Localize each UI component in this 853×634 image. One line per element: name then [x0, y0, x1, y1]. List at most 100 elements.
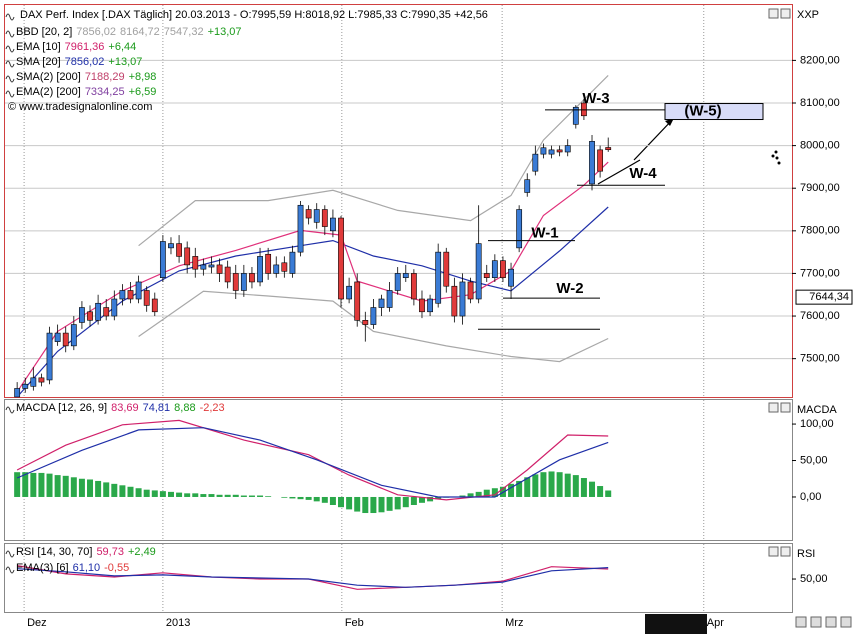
axis-name: MACDA: [797, 404, 837, 416]
candle-body: [273, 264, 280, 274]
legend-entry: EMA(3) [6] 61,10 -0,55: [16, 562, 129, 574]
histogram-bar: [305, 496, 312, 500]
legend-name: SMA(2) [200]: [16, 71, 81, 83]
scroll-box[interactable]: [645, 614, 707, 634]
candle-body: [564, 145, 571, 153]
histogram-bar: [572, 475, 579, 497]
candle-body: [435, 251, 442, 304]
arrow-line: [597, 159, 641, 185]
candle-body: [281, 262, 288, 272]
toolbar-button[interactable]: [825, 616, 837, 628]
candle-body: [410, 273, 417, 300]
histogram-bar: [338, 496, 345, 508]
candle-body: [216, 264, 223, 274]
histogram-bar: [556, 472, 563, 497]
histogram-bar: [46, 473, 53, 497]
candle-body: [443, 251, 450, 287]
legend-value: -0,55: [104, 562, 129, 574]
candle-body: [556, 149, 563, 153]
histogram-bar: [597, 486, 604, 497]
indicator-line: [138, 290, 609, 363]
toolbar-button[interactable]: [840, 616, 852, 628]
histogram-bar: [232, 494, 239, 497]
candle-body: [540, 147, 547, 155]
histogram-bar: [475, 491, 482, 497]
dot: [775, 156, 779, 160]
histogram-bar: [516, 480, 523, 497]
y-tick-label: 50,00: [800, 573, 828, 585]
candle-body: [419, 298, 425, 313]
histogram-bar: [289, 496, 296, 499]
toolbar-button[interactable]: [810, 616, 822, 628]
y-tick-label: 8000,00: [800, 140, 840, 152]
panel-button[interactable]: [780, 546, 791, 557]
candle-body: [168, 243, 174, 249]
histogram-bar: [103, 482, 110, 497]
y-tick-label: 7800,00: [800, 225, 840, 237]
y-tick-label: 7500,00: [800, 353, 840, 365]
legend-value: +13,07: [208, 26, 242, 38]
histogram-bar: [378, 496, 385, 513]
candle-body: [491, 260, 498, 278]
y-tick-label: 7900,00: [800, 182, 840, 194]
histogram-bar: [394, 496, 401, 510]
legend-name: SMA [20]: [16, 56, 61, 68]
y-tick-label: 100,00: [800, 418, 834, 430]
dot: [777, 161, 781, 165]
y-tick-label: 8100,00: [800, 97, 840, 109]
legend-value: 7961,36: [65, 41, 105, 53]
histogram-bar: [313, 496, 320, 502]
candle-body: [224, 266, 231, 283]
legend-entry: BBD [20, 2] 7856,02 8164,72 7547,32 +13,07: [16, 26, 242, 38]
legend-value: 7547,32: [164, 26, 204, 38]
candle-body: [257, 256, 263, 283]
candle-body: [459, 281, 466, 317]
histogram-bar: [532, 474, 539, 497]
candle-body: [321, 209, 328, 227]
y-tick-label: 7600,00: [800, 310, 840, 322]
candle-body: [200, 264, 207, 270]
legend-icon: [5, 406, 15, 414]
dot: [771, 154, 775, 158]
candle-body: [605, 147, 612, 151]
panel-button[interactable]: [768, 546, 779, 557]
legend-name: BBD [20, 2]: [16, 26, 72, 38]
legend-value: 8,88: [174, 402, 195, 414]
copyright: © www.tradesignalonline.com: [8, 101, 152, 113]
legend-entry: SMA [20] 7856,02 +13,07: [16, 56, 142, 68]
candle-body: [572, 106, 579, 125]
legend-icon: [5, 60, 15, 68]
histogram-bar: [22, 472, 29, 497]
x-tick-label: Mrz: [505, 617, 523, 629]
candle-body: [79, 307, 85, 323]
candle-body: [232, 273, 239, 291]
histogram-bar: [605, 490, 612, 497]
toolbar-button[interactable]: [795, 616, 807, 628]
histogram-bar: [459, 495, 466, 497]
panel-button[interactable]: [780, 402, 791, 413]
legend-entry: SMA(2) [200] 7188,29 +8,98: [16, 71, 156, 83]
histogram-bar: [321, 496, 328, 503]
histogram-bar: [95, 480, 102, 497]
indicator-line: [16, 419, 609, 501]
candle-body: [30, 377, 37, 387]
candle-body: [265, 253, 272, 274]
legend-value: +8,98: [129, 71, 157, 83]
panel-button[interactable]: [768, 8, 779, 19]
legend-entry: RSI [14, 30, 70] 59,73 +2,49: [16, 546, 156, 558]
legend-value: 7334,25: [85, 86, 125, 98]
histogram-bar: [78, 478, 85, 497]
histogram-bar: [224, 494, 231, 497]
legend-entry: EMA(2) [200] 7334,25 +6,59: [16, 86, 156, 98]
candle-body: [208, 264, 215, 268]
candle-body: [159, 241, 166, 278]
legend-value: +6,44: [108, 41, 136, 53]
candle-body: [289, 251, 296, 274]
panel-button[interactable]: [780, 8, 791, 19]
histogram-bar: [216, 494, 223, 497]
panel-button[interactable]: [768, 402, 779, 413]
candle-body: [70, 324, 77, 347]
legend-value: 74,81: [143, 402, 171, 414]
histogram-bar: [143, 489, 150, 497]
